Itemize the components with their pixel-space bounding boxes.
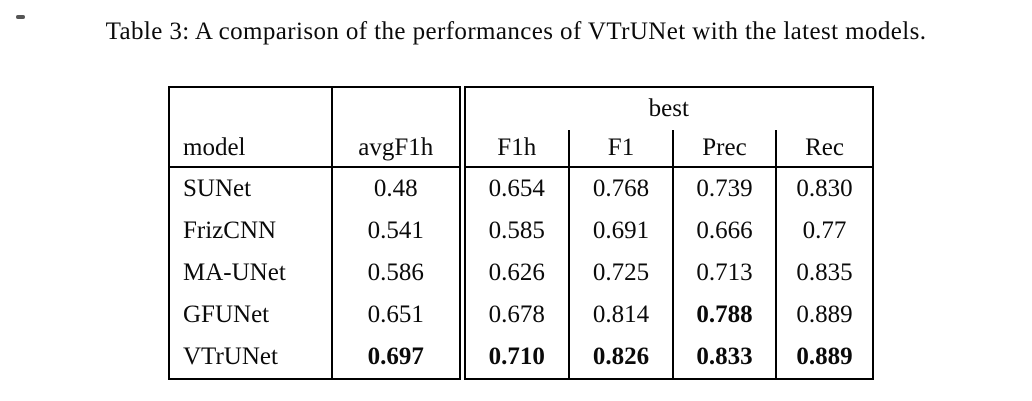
model-name-cell: VTrUNet <box>169 336 333 379</box>
table-caption: Table 3: A comparison of the performance… <box>105 18 927 45</box>
table-row-frizcnn: FrizCNN 0.541 0.585 0.691 0.666 0.77 <box>169 210 873 252</box>
value-cell-prec: 0.833 <box>673 336 777 379</box>
col-header-prec: Prec <box>673 130 777 168</box>
value-cell-rec: 0.889 <box>796 301 853 328</box>
group-header-best: best <box>648 95 689 122</box>
value-cell-avgf1h: 0.651 <box>332 294 466 336</box>
col-header-rec: Rec <box>776 130 874 168</box>
value-cell-avgf1h: 0.697 <box>332 336 466 379</box>
value-cell-prec: 0.739 <box>673 167 777 210</box>
col-header-model: model <box>169 130 333 168</box>
group-header-row: best <box>169 87 873 130</box>
value-cell-rec: 0.835 <box>796 259 853 286</box>
table-row-ma-unet: MA-UNet 0.586 0.626 0.725 0.713 0.835 <box>169 252 873 294</box>
table-row-gfunet: GFUNet 0.651 0.678 0.814 0.788 0.889 <box>169 294 873 336</box>
value-cell-avgf1h: 0.48 <box>332 167 466 210</box>
value-cell-f1h: 0.654 <box>462 167 570 210</box>
value-cell-f1: 0.691 <box>569 210 674 252</box>
table-row-sunet: SUNet 0.48 0.654 0.768 0.739 0.830 <box>169 167 873 210</box>
value-cell-f1: 0.826 <box>569 336 674 379</box>
value-cell-f1h: 0.678 <box>462 294 570 336</box>
value-cell-prec: 0.713 <box>673 252 777 294</box>
model-name-cell: GFUNet <box>169 294 333 336</box>
value-cell-avgf1h: 0.541 <box>332 210 466 252</box>
value-cell-f1: 0.814 <box>569 294 674 336</box>
table-row-vtrunet: VTrUNet 0.697 0.710 0.826 0.833 0.889 <box>169 336 873 379</box>
value-cell-f1h: 0.626 <box>462 252 570 294</box>
col-header-f1h: F1h <box>462 130 570 168</box>
value-cell-prec: 0.666 <box>673 210 777 252</box>
value-cell-rec: 0.889 <box>796 343 853 370</box>
value-cell-f1h: 0.710 <box>462 336 570 379</box>
model-name-cell: MA-UNet <box>169 252 333 294</box>
value-cell-rec: 0.830 <box>796 175 853 202</box>
group-header-empty-model <box>169 87 333 130</box>
column-header-row: model avgF1h F1h F1 Prec Rec <box>169 130 874 168</box>
model-name-cell: SUNet <box>169 167 333 210</box>
value-cell-f1h: 0.585 <box>462 210 570 252</box>
value-cell-prec: 0.788 <box>673 294 777 336</box>
value-cell-rec: 0.77 <box>802 217 847 244</box>
results-table: best model avgF1h F1h F1 Prec Rec SUNet … <box>168 86 875 380</box>
scan-artifact-speck <box>16 15 25 19</box>
group-header-empty-avgf1h <box>332 87 466 130</box>
value-cell-f1: 0.725 <box>569 252 674 294</box>
col-header-f1: F1 <box>569 130 674 168</box>
value-cell-avgf1h: 0.586 <box>332 252 466 294</box>
col-header-avgf1h: avgF1h <box>332 130 466 168</box>
value-cell-f1: 0.768 <box>569 167 674 210</box>
model-name-cell: FrizCNN <box>169 210 333 252</box>
